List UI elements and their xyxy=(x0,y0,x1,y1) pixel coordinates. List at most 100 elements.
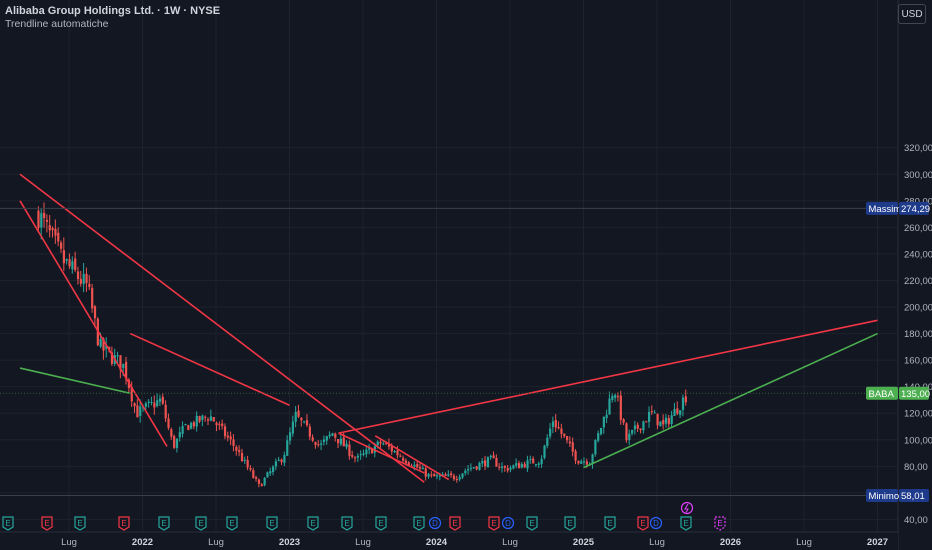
candle-body xyxy=(79,278,82,284)
candle-body xyxy=(673,408,676,416)
green-trendline[interactable] xyxy=(583,332,878,469)
candle-body xyxy=(181,426,184,434)
earnings-marker[interactable]: E xyxy=(413,516,425,531)
red-trendline[interactable] xyxy=(338,432,425,474)
candle-body xyxy=(523,463,526,468)
earnings-marker[interactable]: E xyxy=(118,516,130,531)
earnings-icon xyxy=(604,516,616,531)
earnings-marker[interactable]: E xyxy=(449,516,461,531)
earnings-marker[interactable]: E xyxy=(488,516,500,531)
candle-body xyxy=(656,413,659,426)
currency-button[interactable]: USD xyxy=(898,4,926,24)
candle-body xyxy=(554,420,557,428)
time-tick-label: 2023 xyxy=(279,537,300,548)
candle-body xyxy=(272,466,275,473)
green-trendline[interactable] xyxy=(19,367,131,395)
candle-body xyxy=(170,429,173,437)
dividend-marker[interactable]: D xyxy=(649,516,663,530)
earnings-marker[interactable]: E xyxy=(226,516,238,531)
earnings-marker[interactable]: E xyxy=(637,516,649,531)
earnings-icon xyxy=(226,516,238,531)
candle-body xyxy=(277,459,280,461)
candle-body xyxy=(204,416,207,418)
price-axis-bg xyxy=(898,0,932,550)
dividend-marker[interactable]: D xyxy=(428,516,442,530)
trendlines[interactable] xyxy=(19,173,878,483)
candle-body xyxy=(628,433,631,440)
event-type-label: D xyxy=(653,519,659,528)
candle-body xyxy=(370,448,374,454)
earnings-marker[interactable]: E xyxy=(307,516,319,531)
candle-body xyxy=(534,464,538,466)
price-tick-label: 260,00 xyxy=(904,223,932,234)
indicator-label[interactable]: Trendline automatiche xyxy=(5,18,109,30)
candle-body xyxy=(201,415,204,420)
price-axis[interactable]: 320,00 300,00 280,00 260,00 240,00 220,00 200,… xyxy=(866,0,932,550)
dividend-marker[interactable]: D xyxy=(501,516,515,530)
candle-body xyxy=(619,395,622,420)
candle-body xyxy=(362,453,365,455)
earnings-marker[interactable]: E xyxy=(526,516,538,531)
earnings-icon xyxy=(375,516,387,531)
candle-body xyxy=(441,474,444,476)
candle-body xyxy=(489,455,492,458)
candle-body xyxy=(175,438,179,449)
candle-body xyxy=(492,455,495,459)
candle-body xyxy=(269,471,272,474)
earnings-icon xyxy=(637,516,649,531)
earnings-marker[interactable]: E xyxy=(195,516,207,531)
red-trendline[interactable] xyxy=(129,332,290,406)
earnings-marker[interactable]: E xyxy=(680,516,692,531)
event-type-label: E xyxy=(717,519,722,528)
candle-body xyxy=(407,462,410,466)
candle-body xyxy=(57,232,60,242)
candle-body xyxy=(602,416,605,428)
candle-body xyxy=(427,473,430,477)
candle-body xyxy=(161,396,164,404)
candle-body xyxy=(642,421,645,431)
split-marker[interactable] xyxy=(680,501,694,515)
time-axis[interactable]: Lug 2022 Lug 2023 Lug 2024 Lug 2025 Lug 2026 Lug 20… xyxy=(0,531,898,550)
earnings-marker[interactable]: E xyxy=(604,516,616,531)
red-trendline[interactable] xyxy=(374,435,450,481)
earnings-marker[interactable]: E xyxy=(2,516,14,531)
earnings-marker[interactable]: E xyxy=(564,516,576,531)
low-value-tag xyxy=(899,489,929,503)
candle-body xyxy=(351,454,354,457)
candle-body xyxy=(252,470,255,478)
candle-body xyxy=(223,426,227,437)
candle-body xyxy=(280,459,283,463)
candle-body xyxy=(385,442,388,444)
time-tick-label: Lug xyxy=(61,537,77,548)
earnings-marker[interactable]: E xyxy=(341,516,353,531)
earnings-marker[interactable]: E xyxy=(375,516,387,531)
earnings-marker[interactable]: E xyxy=(41,516,53,531)
candle-body xyxy=(664,417,668,424)
candle-body xyxy=(484,460,487,467)
earnings-marker[interactable]: E xyxy=(266,516,278,531)
candle-body xyxy=(122,363,125,368)
earnings-marker[interactable]: E xyxy=(74,516,86,531)
candle-body xyxy=(563,433,566,437)
candle-body xyxy=(325,436,328,441)
earnings-marker[interactable]: E xyxy=(158,516,170,531)
candle-body xyxy=(486,457,490,468)
dividend-icon xyxy=(428,516,442,530)
candle-body xyxy=(212,416,215,422)
red-trendline[interactable] xyxy=(19,173,425,483)
earnings-marker[interactable]: E xyxy=(714,516,726,531)
candle-body xyxy=(283,454,286,463)
candle-body xyxy=(232,439,235,446)
red-trendline[interactable] xyxy=(338,319,878,434)
candle-body xyxy=(413,464,416,467)
candle-body xyxy=(509,467,512,470)
earnings-icon xyxy=(341,516,353,531)
candle-body xyxy=(438,475,441,477)
red-trendline[interactable] xyxy=(19,200,168,447)
candle-body xyxy=(376,441,379,446)
earnings-icon xyxy=(714,516,726,531)
candle-body xyxy=(99,339,102,347)
